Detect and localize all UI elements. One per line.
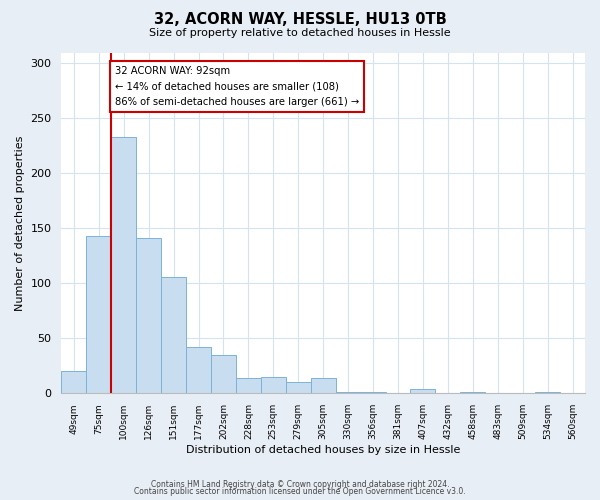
Bar bbox=[335, 392, 361, 394]
Bar bbox=[161, 277, 186, 394]
Bar bbox=[460, 392, 485, 394]
Bar bbox=[261, 377, 286, 394]
Bar bbox=[86, 236, 111, 394]
Bar bbox=[535, 392, 560, 394]
Y-axis label: Number of detached properties: Number of detached properties bbox=[15, 135, 25, 310]
Bar bbox=[61, 372, 86, 394]
Bar bbox=[136, 238, 161, 394]
Bar bbox=[111, 137, 136, 394]
X-axis label: Distribution of detached houses by size in Hessle: Distribution of detached houses by size … bbox=[186, 445, 460, 455]
Bar bbox=[236, 378, 261, 394]
Text: Contains HM Land Registry data © Crown copyright and database right 2024.: Contains HM Land Registry data © Crown c… bbox=[151, 480, 449, 489]
Text: Contains public sector information licensed under the Open Government Licence v3: Contains public sector information licen… bbox=[134, 488, 466, 496]
Bar bbox=[361, 392, 386, 394]
Text: 32 ACORN WAY: 92sqm
← 14% of detached houses are smaller (108)
86% of semi-detac: 32 ACORN WAY: 92sqm ← 14% of detached ho… bbox=[115, 66, 359, 107]
Text: Size of property relative to detached houses in Hessle: Size of property relative to detached ho… bbox=[149, 28, 451, 38]
Text: 32, ACORN WAY, HESSLE, HU13 0TB: 32, ACORN WAY, HESSLE, HU13 0TB bbox=[154, 12, 446, 28]
Bar bbox=[410, 389, 436, 394]
Bar bbox=[211, 355, 236, 394]
Bar bbox=[186, 347, 211, 394]
Bar bbox=[311, 378, 335, 394]
Bar bbox=[286, 382, 311, 394]
